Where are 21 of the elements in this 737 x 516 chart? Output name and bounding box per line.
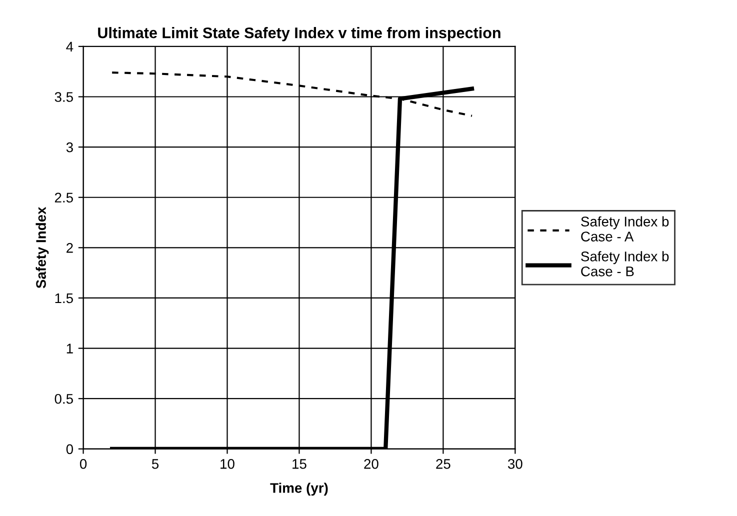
x-tick-label: 25 — [436, 459, 450, 469]
x-axis-title: Time (yr) — [270, 482, 328, 496]
y-tick-label: 2 — [66, 243, 73, 253]
y-axis-title: Safety Index — [36, 206, 49, 288]
y-tick-label: 3 — [66, 142, 73, 152]
x-tick-label: 0 — [80, 459, 87, 469]
x-tick-label: 30 — [508, 459, 522, 469]
y-tick-label: 0.5 — [54, 394, 73, 404]
legend-label: Safety Index b Case - A — [581, 216, 669, 242]
y-tick-label: 1 — [66, 344, 73, 354]
y-tick-label: 0 — [66, 444, 74, 454]
x-tick-label: 20 — [364, 459, 378, 469]
y-tick-label: 2.5 — [54, 192, 73, 203]
chart-title: Ultimate Limit State Safety Index v time from inspection — [98, 27, 500, 42]
x-tick-label: 5 — [152, 459, 159, 469]
x-tick-label: 15 — [292, 459, 306, 469]
y-tick-label: 4 — [66, 42, 74, 52]
x-tick-label: 10 — [220, 459, 234, 469]
y-tick-label: 3.5 — [54, 92, 73, 102]
legend-label: Safety Index b Case - B — [581, 251, 669, 276]
y-tick-label: 1.5 — [55, 293, 73, 304]
